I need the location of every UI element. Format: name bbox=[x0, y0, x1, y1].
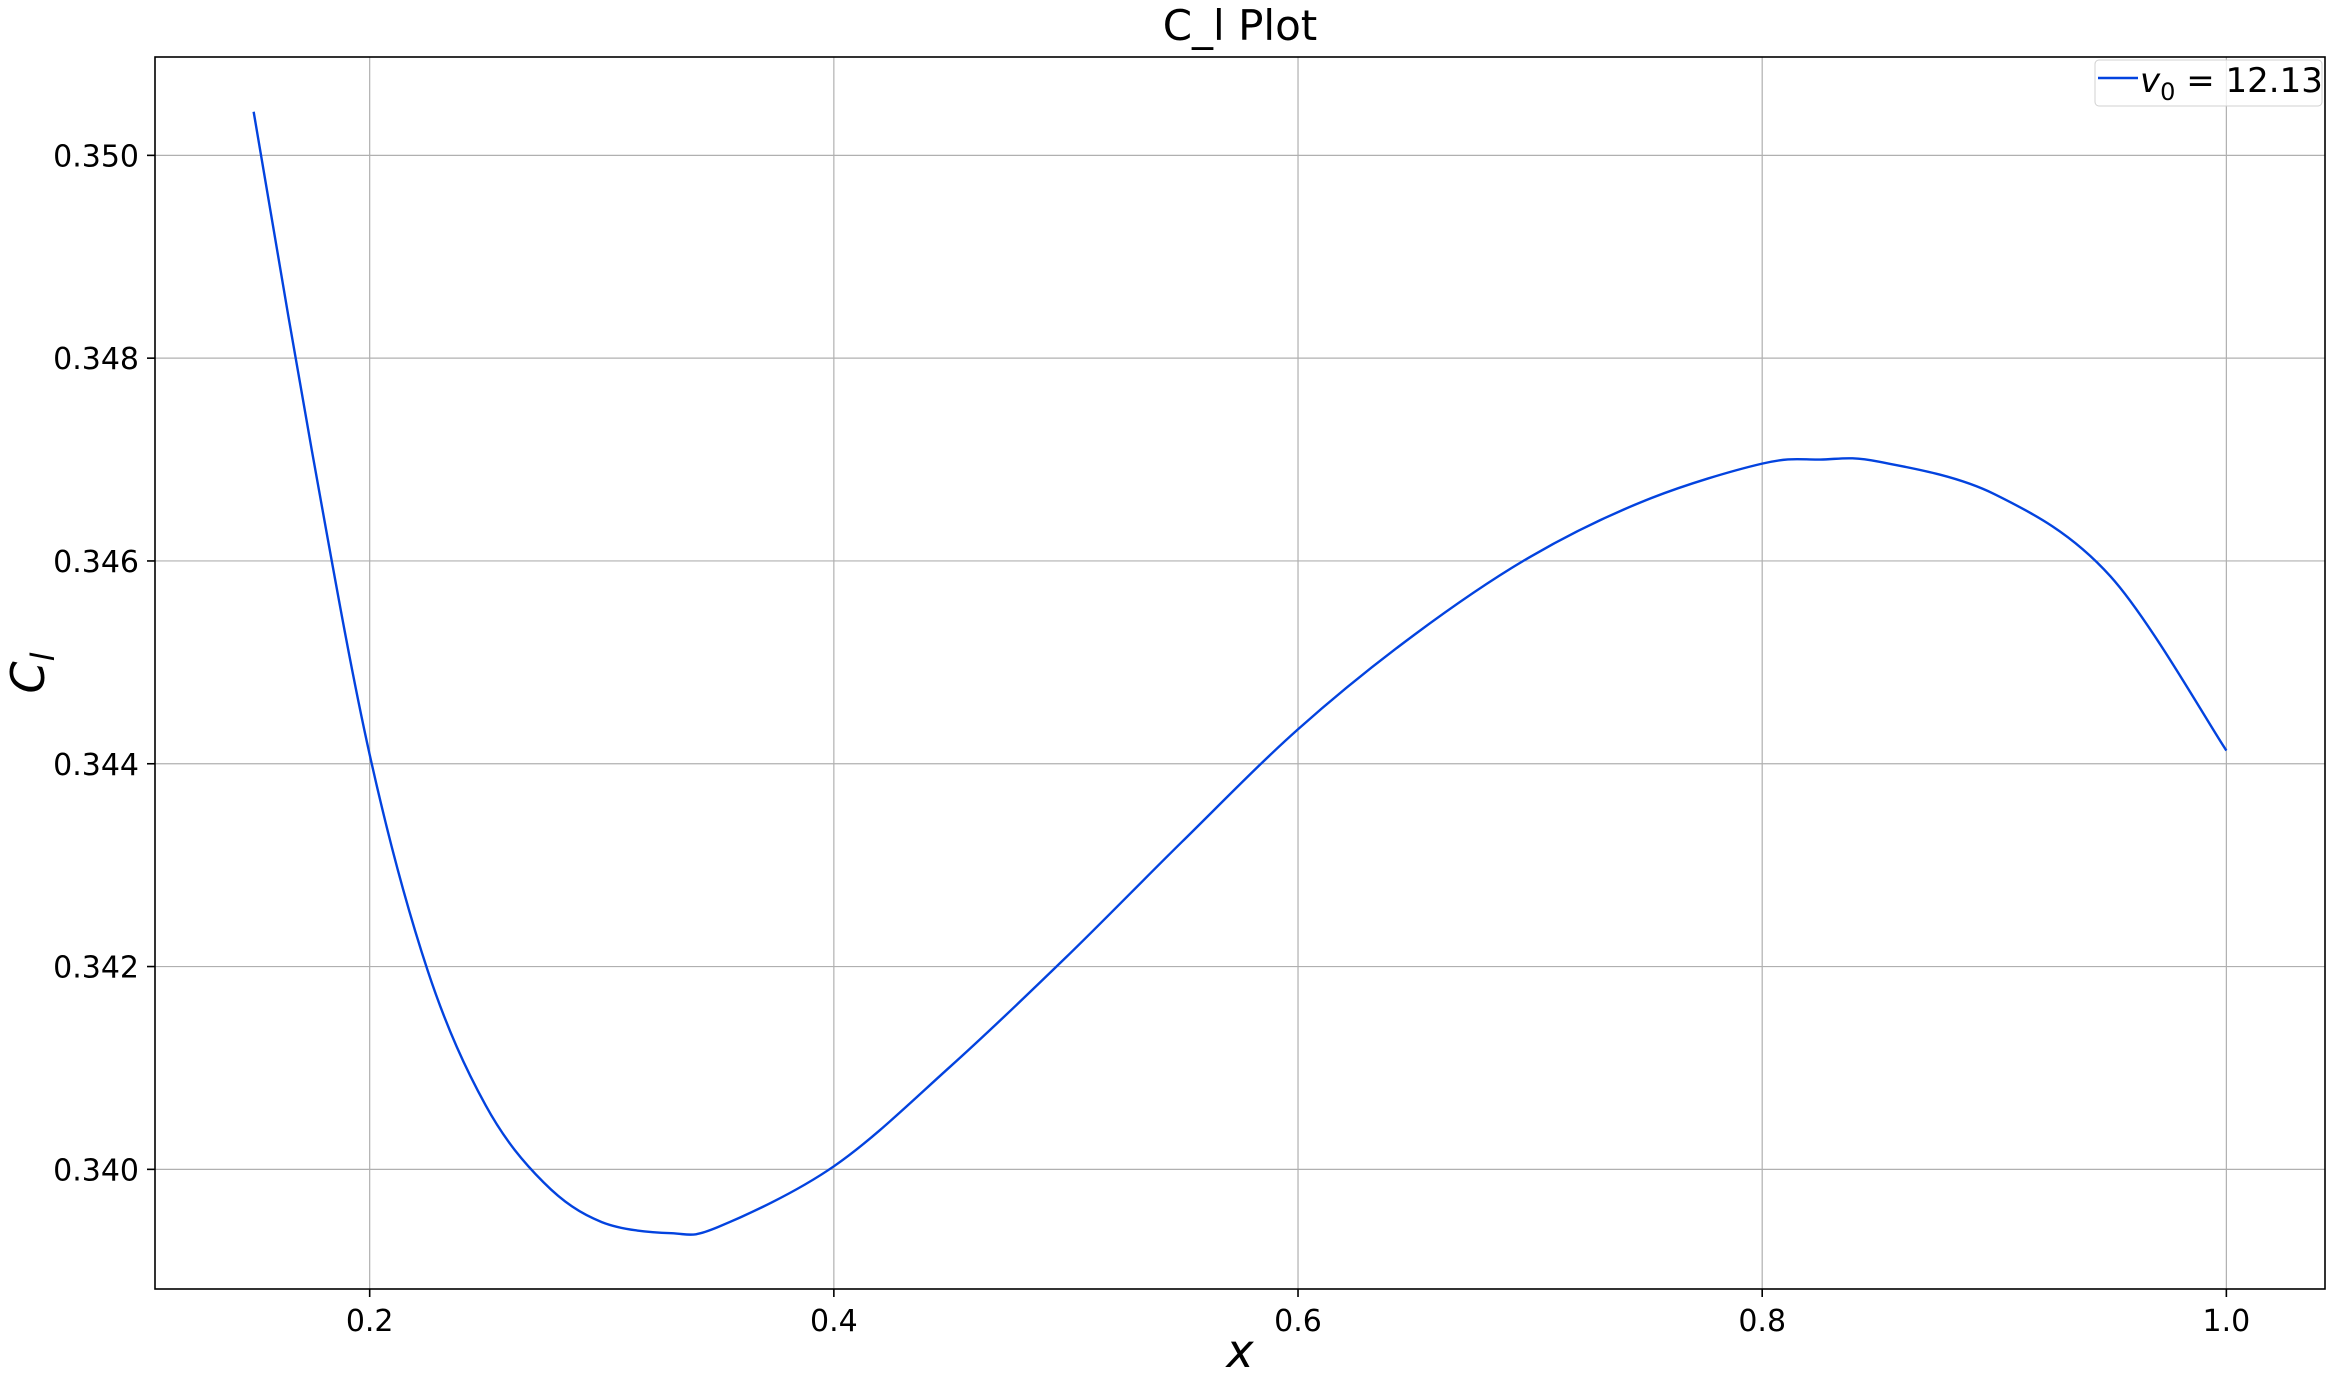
x-tick-label: 0.2 bbox=[346, 1304, 394, 1339]
plot-frame bbox=[154, 56, 2326, 1290]
grid-layer bbox=[155, 57, 2325, 1289]
legend-box bbox=[2094, 59, 2323, 107]
legend-series-suffix: = 12.13 bbox=[2175, 61, 2322, 101]
x-tick-label: 0.6 bbox=[1274, 1304, 1322, 1339]
tick-layer: 0.2 0.4 0.6 0.8 1.0 0.340 0.342 0.344 0.346 0.348… bbox=[53, 139, 2250, 1339]
y-tick-label: 0.342 bbox=[53, 951, 139, 986]
y-tick-label: 0.346 bbox=[53, 545, 139, 580]
y-axis-label-subscript: l bbox=[24, 652, 62, 661]
chart-title: C_l Plot bbox=[1163, 1, 1318, 50]
y-axis-label: Cl bbox=[1, 652, 62, 693]
series-layer bbox=[252, 111, 2228, 1236]
y-axis-label-group: Cl bbox=[1, 652, 62, 693]
legend: v0 = 12.13 bbox=[2094, 59, 2323, 107]
legend-entry: v0 = 12.13 bbox=[2140, 61, 2323, 106]
x-tick-label: 0.4 bbox=[810, 1304, 858, 1339]
y-tick-label: 0.344 bbox=[53, 748, 139, 783]
y-axis-label-main: C bbox=[1, 661, 55, 693]
legend-series-subscript: 0 bbox=[2160, 78, 2175, 106]
y-tick-label: 0.350 bbox=[53, 139, 139, 174]
series-line-0 bbox=[252, 111, 2228, 1236]
x-tick-label: 1.0 bbox=[2203, 1304, 2251, 1339]
y-tick-label: 0.348 bbox=[53, 342, 139, 377]
x-tick-label: 0.8 bbox=[1738, 1304, 1786, 1339]
x-axis-label: x bbox=[1224, 1324, 1254, 1378]
y-tick-label: 0.340 bbox=[53, 1153, 139, 1188]
legend-series-name: v bbox=[2140, 61, 2161, 101]
